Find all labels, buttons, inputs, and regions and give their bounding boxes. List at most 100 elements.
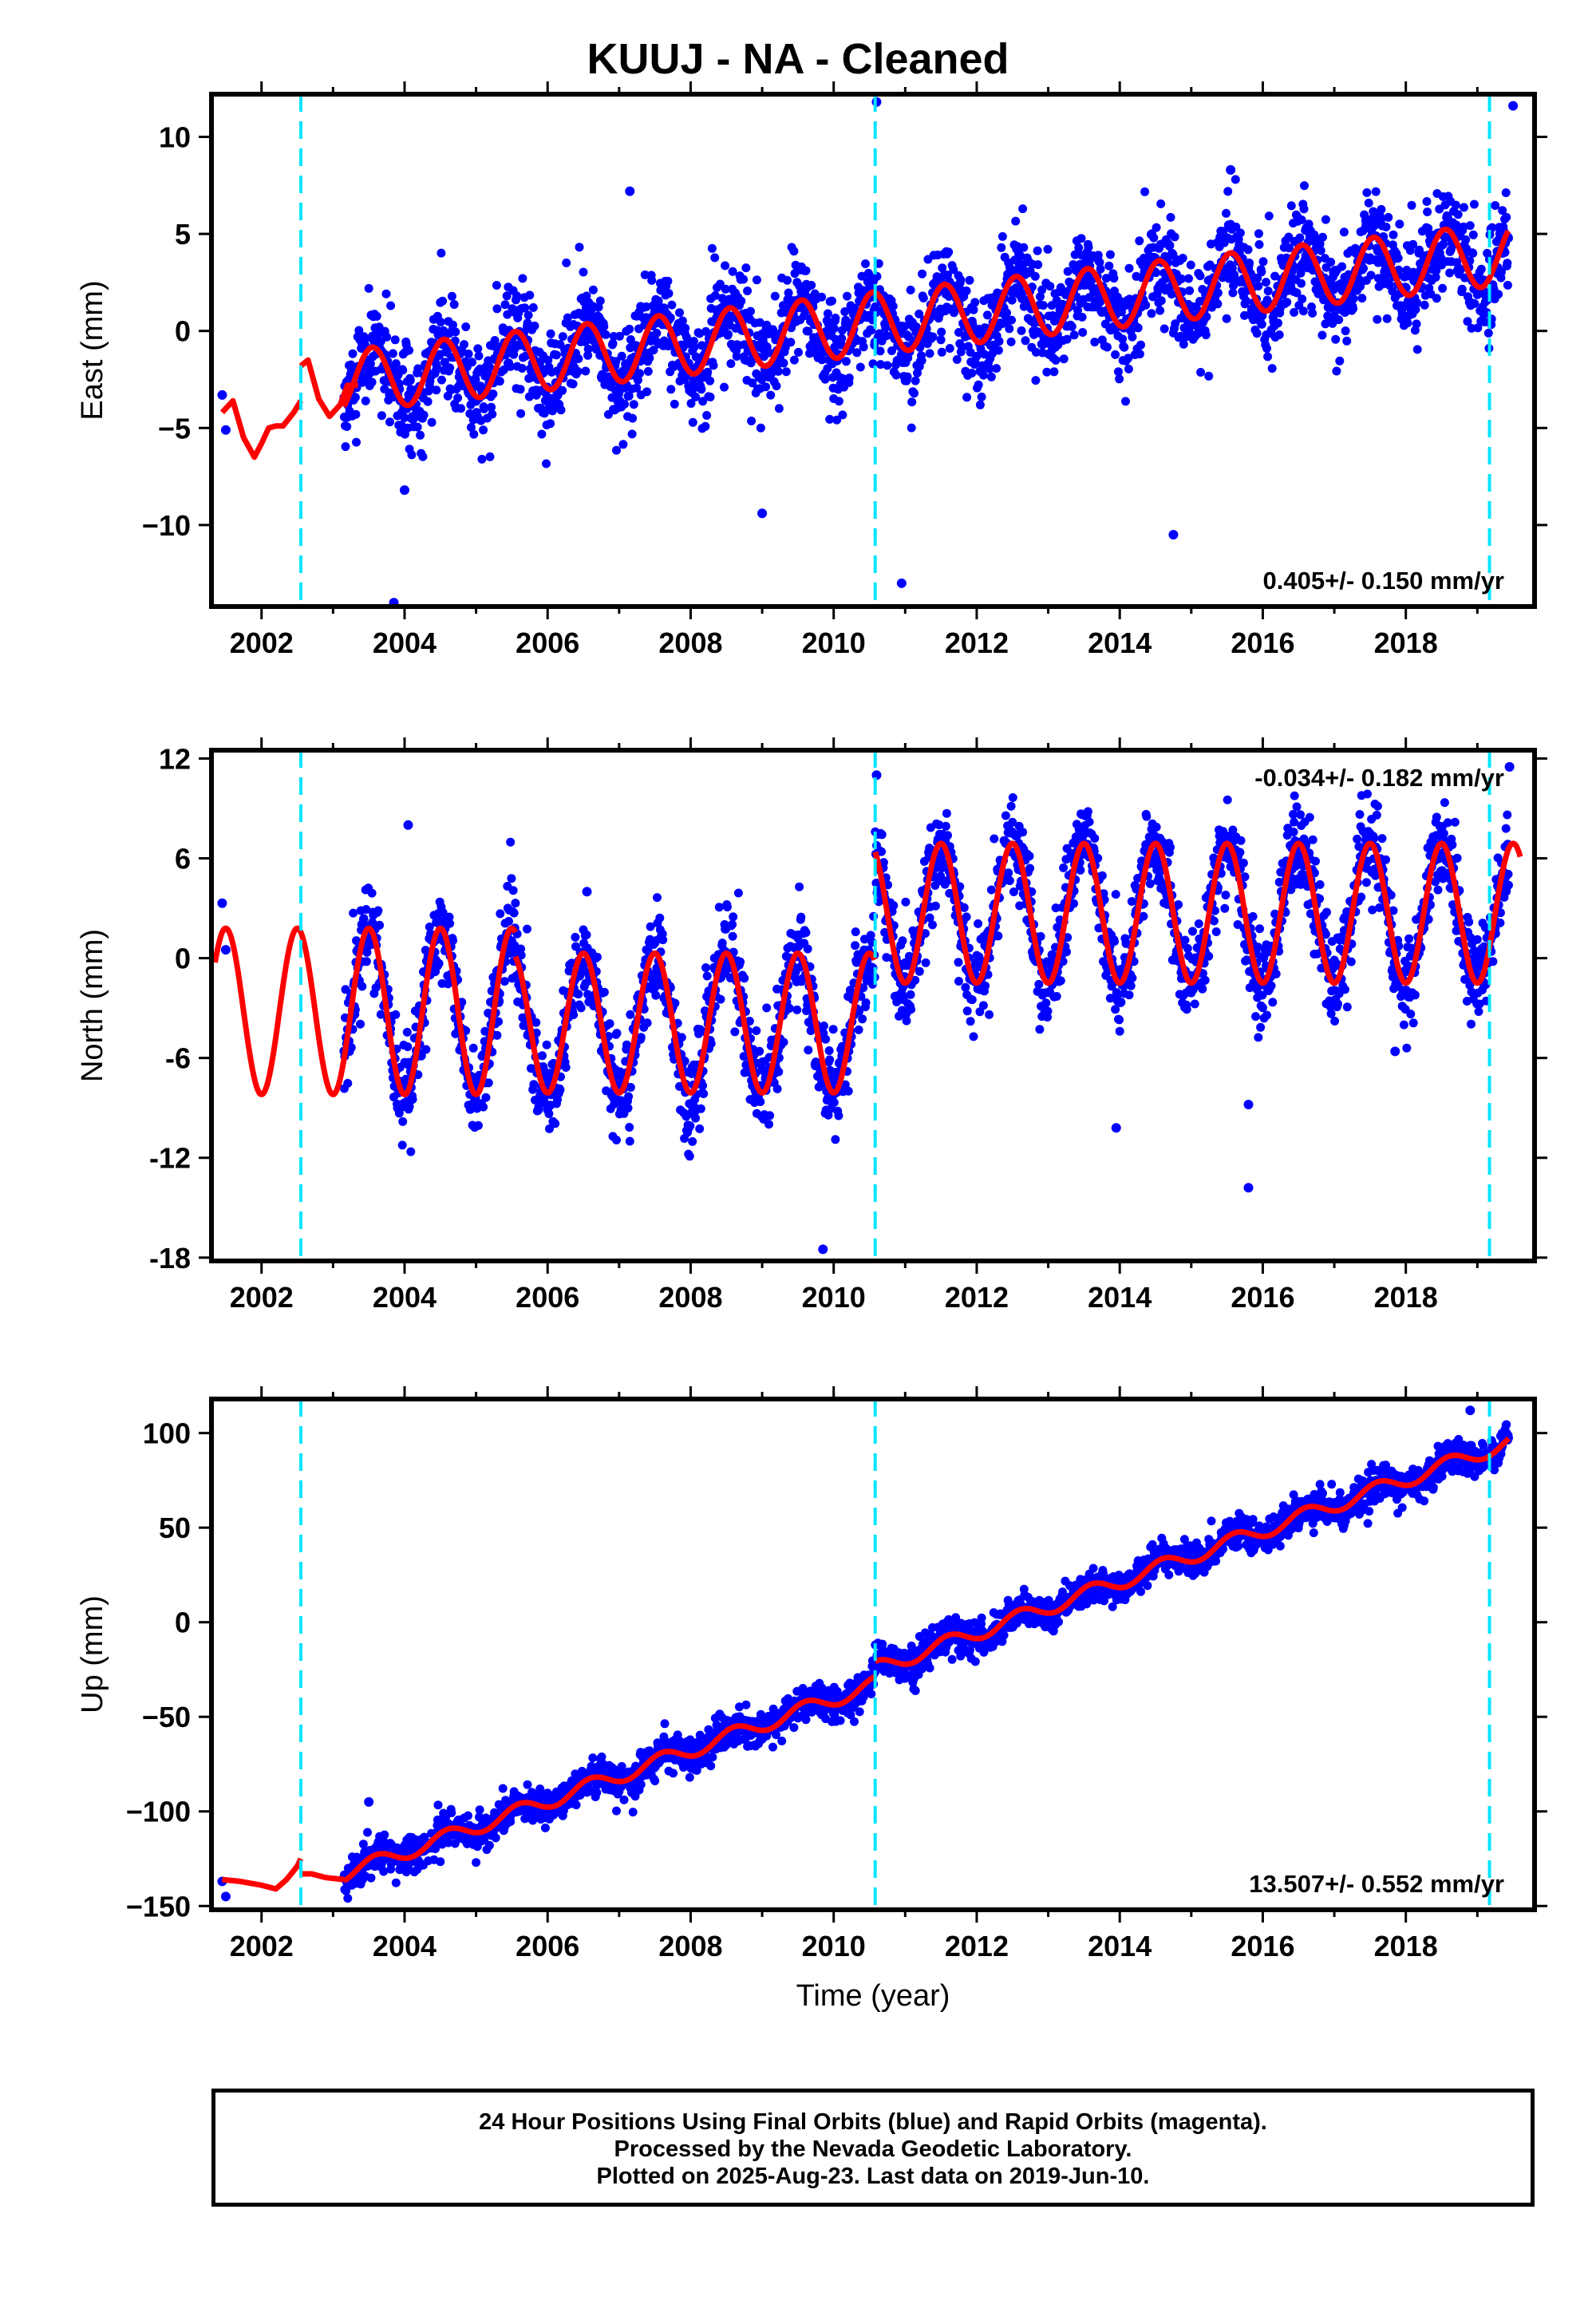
observation-point: [352, 437, 361, 447]
observation-point: [1221, 891, 1231, 899]
observation-point: [1016, 251, 1025, 261]
observation-point: [1298, 294, 1307, 304]
observation-point: [1008, 792, 1017, 802]
observation-point: [527, 1064, 535, 1073]
observation-point: [626, 335, 635, 344]
observation-point: [748, 378, 757, 388]
observation-point: [1166, 843, 1175, 852]
observation-point: [1337, 262, 1347, 271]
observation-point: [1170, 232, 1179, 242]
observation-point: [765, 1111, 775, 1120]
observation-point: [1005, 324, 1014, 334]
observation-point: [1364, 198, 1373, 207]
observation-point: [1318, 232, 1327, 242]
observation-point: [502, 291, 512, 301]
observation-point: [982, 310, 992, 320]
observation-point: [1355, 810, 1365, 819]
observation-point: [444, 912, 454, 922]
observation-point: [702, 971, 712, 981]
observation-point: [743, 287, 753, 295]
observation-point: [1140, 187, 1150, 196]
observation-point: [1445, 268, 1455, 278]
observation-point: [1317, 330, 1327, 340]
observation-point: [1124, 263, 1134, 273]
observation-point: [490, 336, 500, 345]
observation-point: [655, 913, 665, 923]
observation-point: [773, 366, 783, 376]
observation-point: [1263, 352, 1273, 362]
observation-point: [1165, 240, 1175, 250]
observation-point: [1017, 289, 1027, 298]
observation-point: [608, 338, 618, 348]
observation-point: [978, 1001, 988, 1010]
observation-point: [640, 270, 650, 279]
observation-point: [954, 977, 963, 986]
observation-point: [1078, 328, 1088, 337]
observation-point: [1242, 296, 1251, 306]
observation-point: [1459, 222, 1468, 231]
observation-point: [1331, 334, 1341, 344]
observation-point: [1018, 204, 1028, 214]
observation-point: [925, 913, 934, 923]
observation-point: [903, 372, 912, 381]
observation-point: [1487, 223, 1497, 232]
observation-point: [391, 359, 401, 369]
observation-point: [876, 360, 885, 370]
observation-point: [402, 1027, 412, 1037]
observation-point: [1111, 350, 1120, 359]
observation-point: [724, 330, 733, 339]
observation-point: [405, 346, 414, 355]
observation-point: [517, 364, 527, 373]
observation-point: [626, 1083, 635, 1092]
observation-point: [1326, 1009, 1336, 1018]
observation-point: [666, 313, 675, 322]
observation-point: [647, 275, 657, 285]
observation-point: [1180, 935, 1190, 945]
observation-point: [1298, 306, 1308, 316]
observation-point: [1315, 879, 1325, 889]
observation-point: [985, 364, 994, 373]
observation-point: [974, 919, 983, 928]
observation-point: [1018, 828, 1028, 837]
observation-point: [642, 387, 652, 397]
observation-point: [1274, 318, 1282, 328]
observation-point: [1245, 259, 1254, 267]
observation-point: [1412, 319, 1421, 329]
observation-point: [1494, 290, 1503, 299]
observation-point: [579, 267, 588, 277]
observation-point: [670, 998, 680, 1008]
observation-point: [714, 903, 724, 912]
observation-point: [710, 290, 720, 300]
observation-point: [1362, 188, 1372, 197]
observation-point: [651, 990, 661, 1000]
observation-point: [779, 1037, 788, 1047]
observation-point: [752, 1026, 761, 1035]
observation-point: [1432, 266, 1441, 275]
observation-point: [523, 924, 531, 934]
observation-point: [1133, 323, 1143, 333]
observation-point: [967, 995, 977, 1005]
observation-point: [1479, 318, 1489, 326]
observation-point: [545, 1124, 554, 1133]
observation-point: [1006, 337, 1016, 346]
observation-point: [861, 259, 870, 268]
observation-point: [473, 344, 483, 354]
observation-point: [1136, 340, 1145, 350]
observation-point: [377, 411, 386, 421]
observation-point: [721, 261, 730, 271]
observation-point: [796, 912, 806, 922]
observation-point: [1231, 222, 1241, 231]
observation-point: [367, 888, 377, 898]
observation-point: [1333, 999, 1342, 1009]
observation-point: [691, 1113, 701, 1123]
observation-point: [1141, 300, 1151, 310]
observation-point: [624, 391, 634, 401]
observation-point: [612, 1136, 621, 1144]
observation-point: [1223, 795, 1232, 804]
observation-point: [1227, 263, 1237, 273]
observation-point: [1308, 835, 1317, 844]
observation-point: [542, 1040, 551, 1049]
observation-point: [1124, 364, 1133, 373]
observation-point: [1290, 791, 1299, 800]
observation-point: [1248, 911, 1258, 921]
